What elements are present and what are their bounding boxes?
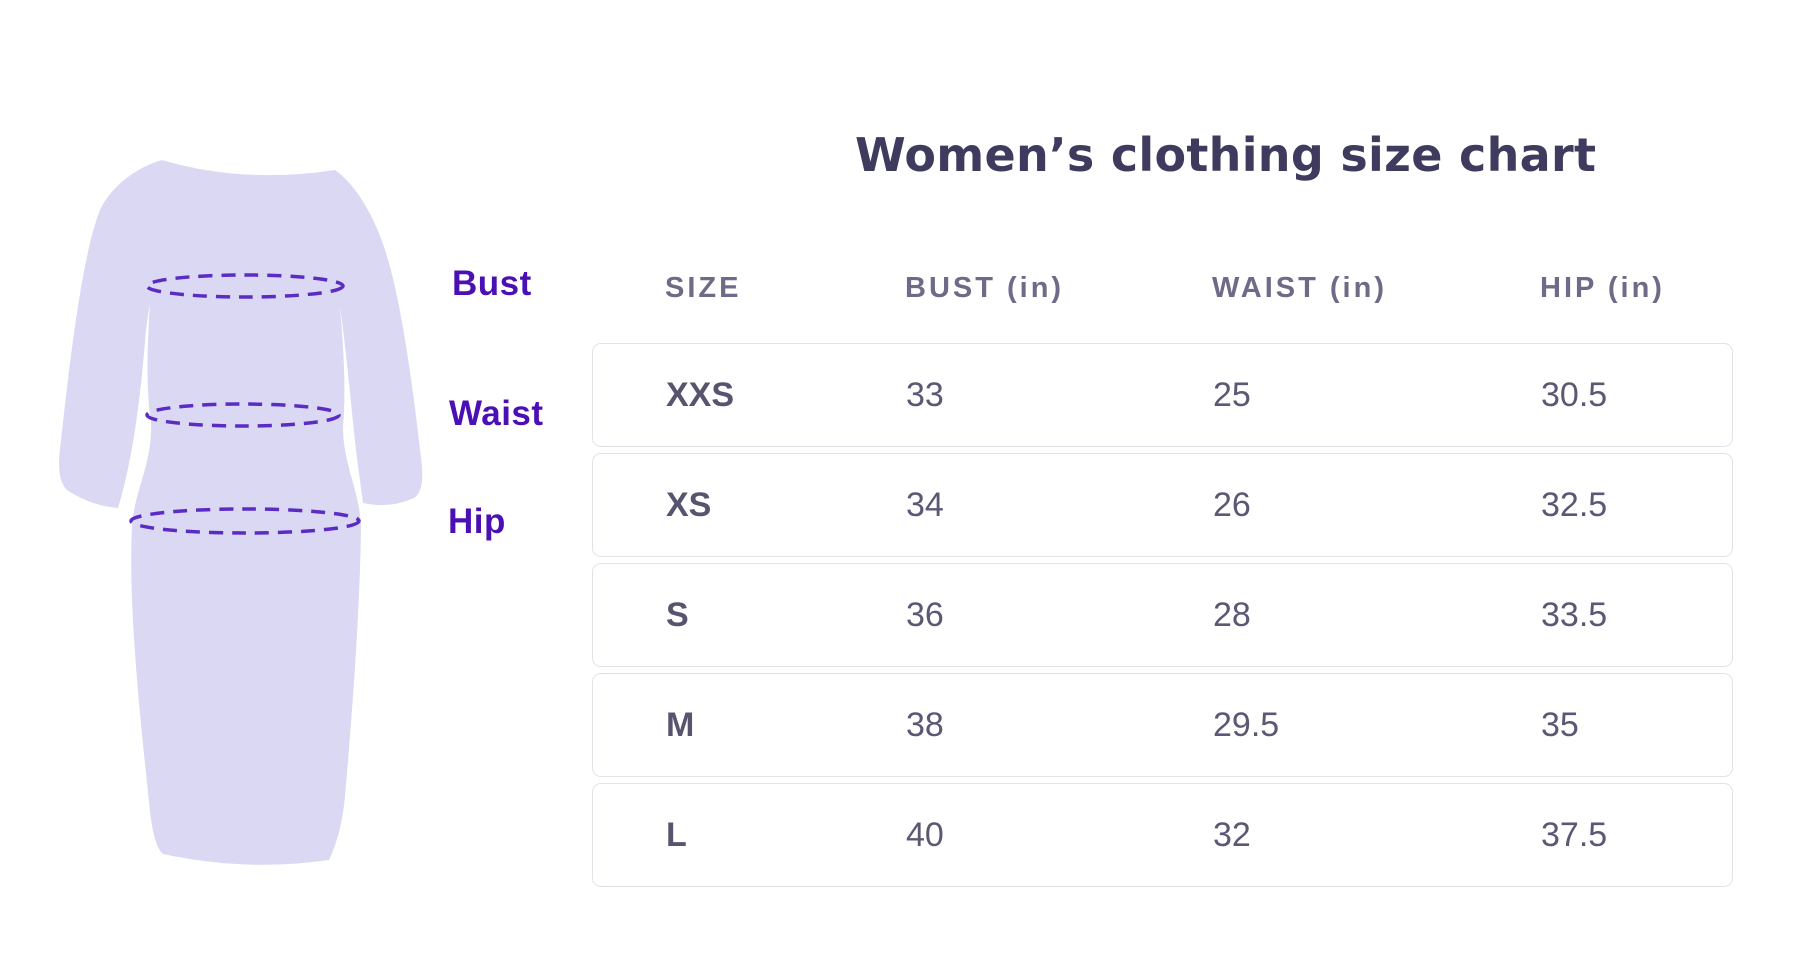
dress-illustration [59,160,423,865]
value-cell: 32.5 [1541,485,1608,524]
size-cell: L [666,815,687,854]
value-cell: 25 [1213,375,1251,414]
table-header-row: SIZE BUST (in) WAIST (in) HIP (in) [592,272,1733,305]
value-cell: 35 [1541,705,1579,744]
column-header: SIZE [665,272,742,304]
page-title: Women’s clothing size chart [855,128,1597,182]
value-cell: 33 [906,375,944,414]
table-row: L 40 32 37.5 [592,783,1733,887]
value-cell: 36 [906,595,944,634]
value-cell: 30.5 [1541,375,1608,414]
value-cell: 28 [1213,595,1251,634]
size-cell: XXS [666,375,735,414]
bust-measure-line [145,273,345,299]
dress-silhouette [59,160,423,865]
column-header: WAIST (in) [1212,272,1387,304]
size-cell: M [666,705,695,744]
hip-measure-line [129,507,361,535]
table-row: S 36 28 33.5 [592,563,1733,667]
value-cell: 38 [906,705,944,744]
column-header: HIP (in) [1540,272,1665,304]
value-cell: 37.5 [1541,815,1608,854]
bust-label: Bust [452,264,532,303]
column-header: BUST (in) [905,272,1065,304]
waist-measure-line [145,402,341,428]
value-cell: 33.5 [1541,595,1608,634]
value-cell: 26 [1213,485,1251,524]
table-row: XS 34 26 32.5 [592,453,1733,557]
table-row: M 38 29.5 35 [592,673,1733,777]
value-cell: 40 [906,815,944,854]
value-cell: 32 [1213,815,1251,854]
hip-label: Hip [448,502,506,541]
table-row: XXS 33 25 30.5 [592,343,1733,447]
size-cell: S [666,595,689,634]
value-cell: 34 [906,485,944,524]
size-cell: XS [666,485,712,524]
size-table-body: XXS 33 25 30.5 XS 34 26 32.5 S 36 28 33.5 M 38 29.5 35 L… [592,343,1733,893]
value-cell: 29.5 [1213,705,1280,744]
waist-label: Waist [449,394,544,433]
